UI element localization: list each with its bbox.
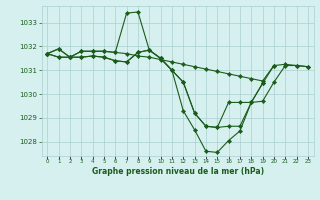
X-axis label: Graphe pression niveau de la mer (hPa): Graphe pression niveau de la mer (hPa) — [92, 167, 264, 176]
